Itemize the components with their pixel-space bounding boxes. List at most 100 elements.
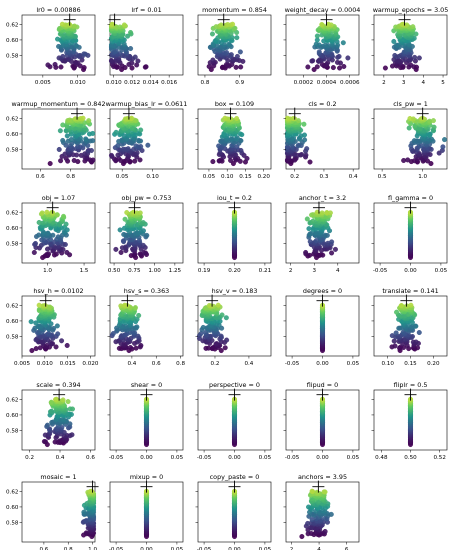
data-point	[218, 22, 224, 28]
y-tick-label: 0.62	[6, 489, 18, 495]
x-tick-label: 0.00	[404, 268, 417, 274]
data-point	[129, 115, 135, 121]
x-tick-label: 0.75	[128, 268, 141, 274]
data-point	[307, 239, 313, 245]
data-point	[416, 330, 422, 336]
subplot-title: anchors = 3.95	[298, 473, 347, 481]
data-point	[316, 49, 322, 55]
data-point	[127, 344, 133, 350]
data-point	[234, 53, 240, 59]
data-point	[50, 232, 56, 238]
data-point	[53, 344, 59, 350]
data-point	[116, 345, 122, 351]
x-tick-label: 0.2	[25, 455, 34, 461]
data-point	[136, 312, 142, 318]
x-tick-label: 0.48	[375, 455, 388, 461]
data-point	[306, 226, 312, 232]
data-point	[134, 150, 140, 156]
data-point	[309, 488, 315, 494]
subplot-title: mixup = 0	[130, 473, 163, 481]
data-point	[57, 128, 63, 134]
subplot: lrf = 0.01 0.010 0.012 0.014 0.016	[106, 6, 184, 86]
data-point	[44, 422, 50, 428]
x-tick-label: 0.4	[127, 361, 136, 367]
data-point	[137, 210, 143, 216]
x-tick-label: 0.20	[257, 174, 270, 180]
data-point	[138, 342, 144, 348]
subplot: hsv_s = 0.363 0.4 0.6 0.8	[107, 287, 185, 367]
x-tick-label: 0.2	[211, 361, 220, 367]
x-tick-label: 0.010	[37, 361, 53, 367]
x-tick-label: 0.9	[235, 80, 244, 86]
subplot: obj = 1.07 1.0 1.5 0.58 0.60 0.62	[6, 194, 96, 274]
data-point	[392, 343, 398, 349]
data-point	[394, 309, 400, 315]
data-point	[238, 64, 244, 70]
data-point	[299, 534, 305, 540]
x-tick-label: 0.0002	[294, 80, 314, 86]
data-point	[345, 55, 351, 61]
data-point	[310, 58, 316, 64]
subplot-title: hsv_v = 0.183	[212, 287, 258, 295]
data-point	[133, 345, 139, 351]
x-tick-label: 1.25	[169, 268, 182, 274]
x-tick-label: 0.016	[161, 80, 177, 86]
x-tick-label: 0.10	[146, 174, 159, 180]
data-point	[303, 249, 309, 255]
subplot: warmup_bias_lr = 0.0611 0.05 0.10	[106, 100, 188, 180]
x-tick-label: 1.00	[148, 268, 161, 274]
x-tick-label: 0.15	[239, 174, 252, 180]
data-point	[49, 408, 55, 414]
x-tick-label: 4	[336, 268, 340, 274]
data-point	[305, 64, 311, 70]
data-point	[210, 159, 216, 165]
x-tick-label: 0.20	[427, 361, 440, 367]
y-tick-label: 0.60	[6, 413, 19, 419]
x-tick-label: 0.05	[116, 174, 129, 180]
x-tick-label: 0.8	[200, 80, 209, 86]
data-point	[412, 54, 418, 60]
subplot-title: lr0 = 0.00886	[36, 6, 80, 14]
data-point	[41, 438, 47, 444]
data-point	[411, 138, 417, 144]
data-point	[58, 64, 64, 70]
data-point	[33, 346, 39, 352]
data-point	[128, 46, 134, 52]
data-point	[56, 146, 62, 152]
subplot: anchors = 3.952 4 6	[283, 473, 360, 550]
subplot: warmup_momentum = 0.842 0.6 0.8 0.58 0.60 0.6…	[6, 100, 105, 180]
data-point	[59, 338, 65, 344]
y-tick-label: 0.58	[6, 54, 19, 60]
subplot-title: warmup_bias_lr = 0.0611	[106, 100, 188, 108]
data-point	[215, 302, 221, 308]
subplot-title: translate = 0.141	[382, 287, 438, 295]
data-point	[29, 348, 35, 354]
data-point	[440, 144, 446, 150]
data-point	[214, 341, 220, 347]
data-point	[113, 246, 119, 252]
data-point	[64, 342, 70, 348]
data-point	[137, 157, 143, 163]
y-tick-label: 0.60	[6, 38, 19, 44]
y-tick-label: 0.62	[6, 303, 18, 309]
subplot-title: degrees = 0	[303, 287, 342, 295]
data-point	[143, 64, 149, 70]
data-point	[222, 115, 228, 121]
data-point	[330, 65, 336, 71]
data-point	[60, 53, 66, 59]
y-tick-label: 0.62	[6, 22, 18, 28]
data-point	[321, 489, 327, 495]
data-point	[129, 65, 135, 71]
y-tick-label: 0.62	[6, 397, 18, 403]
data-point	[67, 406, 73, 412]
data-point	[224, 337, 230, 343]
x-tick-label: -0.05	[285, 361, 300, 367]
data-point	[135, 58, 141, 64]
data-point	[307, 159, 313, 165]
data-point	[60, 397, 66, 403]
data-point	[60, 137, 66, 143]
data-point	[410, 24, 416, 30]
data-point	[405, 157, 411, 163]
subplot-title: obj_pw = 0.753	[122, 194, 172, 202]
